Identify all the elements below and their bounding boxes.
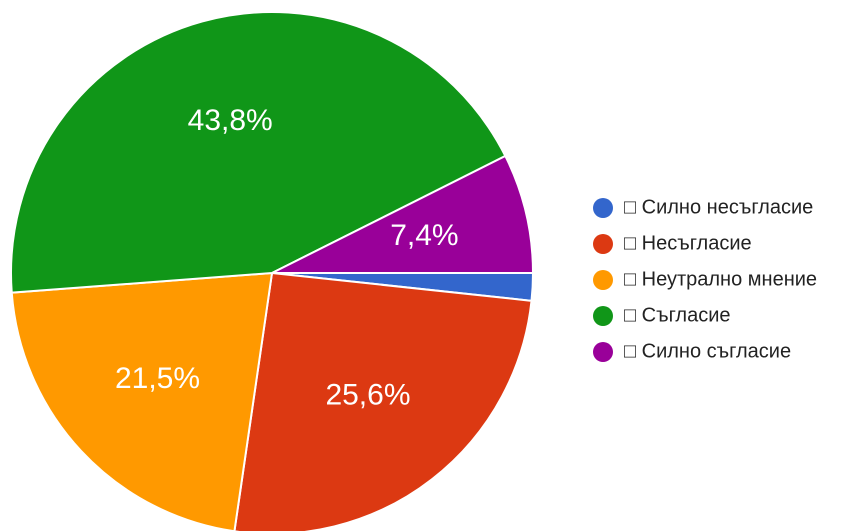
slice-label: 7,4% (390, 219, 458, 252)
pie-slice (233, 271, 533, 531)
slice-label: 43,8% (188, 104, 273, 137)
legend-label: □ Несъгласие (624, 232, 752, 254)
pie-slice (10, 271, 274, 531)
legend-label: □ Силно несъгласие (624, 196, 813, 218)
legend-marker (593, 198, 613, 218)
legend-marker (593, 270, 613, 290)
legend-marker (593, 342, 613, 362)
slice-label: 21,5% (115, 362, 200, 395)
legend-marker (593, 234, 613, 254)
legend-label: □ Силно съгласие (624, 340, 791, 362)
pie-slice (271, 154, 535, 274)
slice-label: 25,6% (325, 379, 410, 412)
legend-marker (593, 306, 613, 326)
pie-slice (10, 11, 507, 294)
legend-label: □ Неутрално мнение (624, 268, 817, 290)
legend-label: □ Съгласие (624, 304, 731, 326)
